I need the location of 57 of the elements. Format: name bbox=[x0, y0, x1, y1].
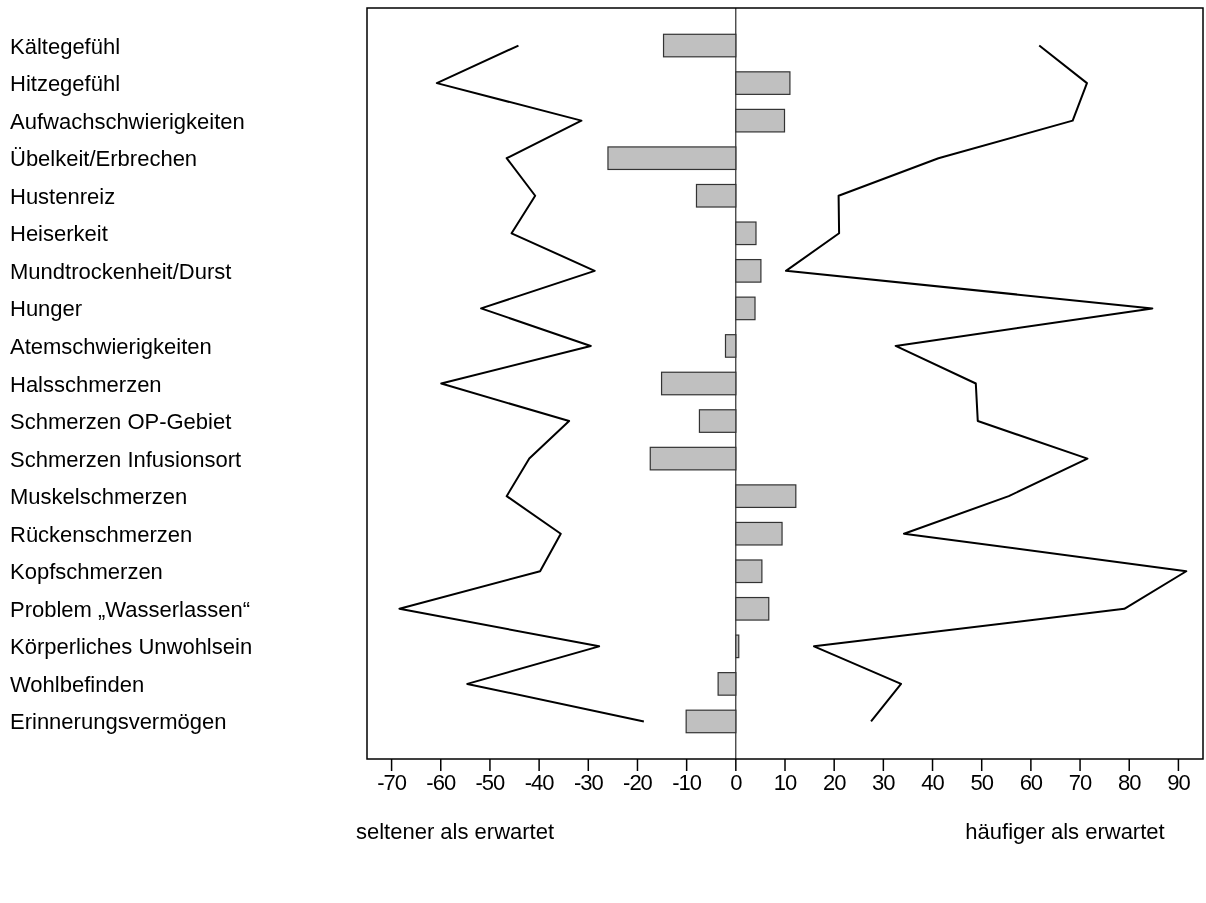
bar bbox=[735, 108, 786, 133]
bar bbox=[695, 183, 737, 208]
bar bbox=[735, 484, 797, 509]
y-tick-label: Kopfschmerzen bbox=[10, 559, 163, 585]
bar bbox=[735, 559, 763, 584]
y-tick-label: Erinnerungsvermögen bbox=[10, 709, 227, 735]
x-tick-label: -20 bbox=[623, 770, 653, 795]
x-tick-label: -60 bbox=[426, 770, 456, 795]
bar bbox=[735, 634, 740, 659]
bar bbox=[735, 258, 762, 283]
x-tick-label: -30 bbox=[573, 770, 604, 795]
x-tick-label: 30 bbox=[872, 770, 896, 795]
x-tick-label: 90 bbox=[1167, 770, 1191, 795]
y-tick-label: Körperliches Unwohlsein bbox=[10, 634, 253, 660]
bar bbox=[717, 672, 737, 696]
y-tick-label: Hustenreiz bbox=[10, 183, 116, 209]
y-tick-label: Muskelschmerzen bbox=[10, 484, 188, 510]
text: häufiger als erwartet bbox=[965, 819, 1165, 844]
bar bbox=[660, 371, 737, 396]
y-tick-label: Halsschmerzen bbox=[10, 371, 162, 397]
bar bbox=[724, 334, 737, 358]
y-tick-label: Wohlbefinden bbox=[10, 671, 145, 697]
y-tick-label: Schmerzen Infusionsort bbox=[10, 446, 242, 472]
y-tick-label: Schmerzen OP-Gebiet bbox=[10, 409, 232, 435]
y-tick-label: Hitzegefühl bbox=[10, 71, 121, 97]
x-tick-label: -40 bbox=[524, 770, 555, 795]
y-tick-label: Kältegefühl bbox=[10, 33, 121, 59]
x-tick-label: 80 bbox=[1117, 770, 1142, 795]
y-tick-label: Aufwachschwierigkeiten bbox=[10, 108, 245, 134]
x-tick-label: -10 bbox=[672, 770, 702, 795]
bar bbox=[649, 446, 737, 471]
bar bbox=[735, 296, 756, 321]
y-tick-label: Rückenschmerzen bbox=[10, 521, 193, 547]
x-tick-label: -50 bbox=[475, 770, 506, 795]
x-tick-label: 0 bbox=[730, 770, 743, 795]
y-tick-label: Heiserkeit bbox=[10, 221, 108, 247]
x-tick-label: 10 bbox=[773, 770, 797, 795]
y-tick-label: Problem „Wasserlassen“ bbox=[10, 596, 251, 622]
bar bbox=[698, 409, 737, 433]
bar bbox=[662, 33, 737, 58]
bar bbox=[735, 596, 770, 621]
text: seltener als erwartet bbox=[355, 819, 555, 844]
y-tick-label: Hunger bbox=[10, 296, 83, 322]
y-tick-label: Mundtrockenheit/Durst bbox=[10, 258, 232, 284]
bar bbox=[735, 221, 757, 246]
bar bbox=[735, 71, 791, 95]
y-tick-label: Atemschwierigkeiten bbox=[10, 333, 212, 359]
x-tick-label: 70 bbox=[1068, 770, 1093, 795]
x-tick-label: -70 bbox=[377, 770, 407, 795]
x-tick-label: 40 bbox=[921, 770, 945, 795]
bar bbox=[607, 146, 737, 171]
bar bbox=[735, 521, 783, 546]
y-tick-label: Übelkeit/Erbrechen bbox=[10, 146, 198, 172]
bar bbox=[685, 709, 737, 734]
x-tick-label: 60 bbox=[1019, 770, 1043, 795]
x-tick-label: 50 bbox=[970, 770, 994, 795]
x-tick-label: 20 bbox=[822, 770, 847, 795]
